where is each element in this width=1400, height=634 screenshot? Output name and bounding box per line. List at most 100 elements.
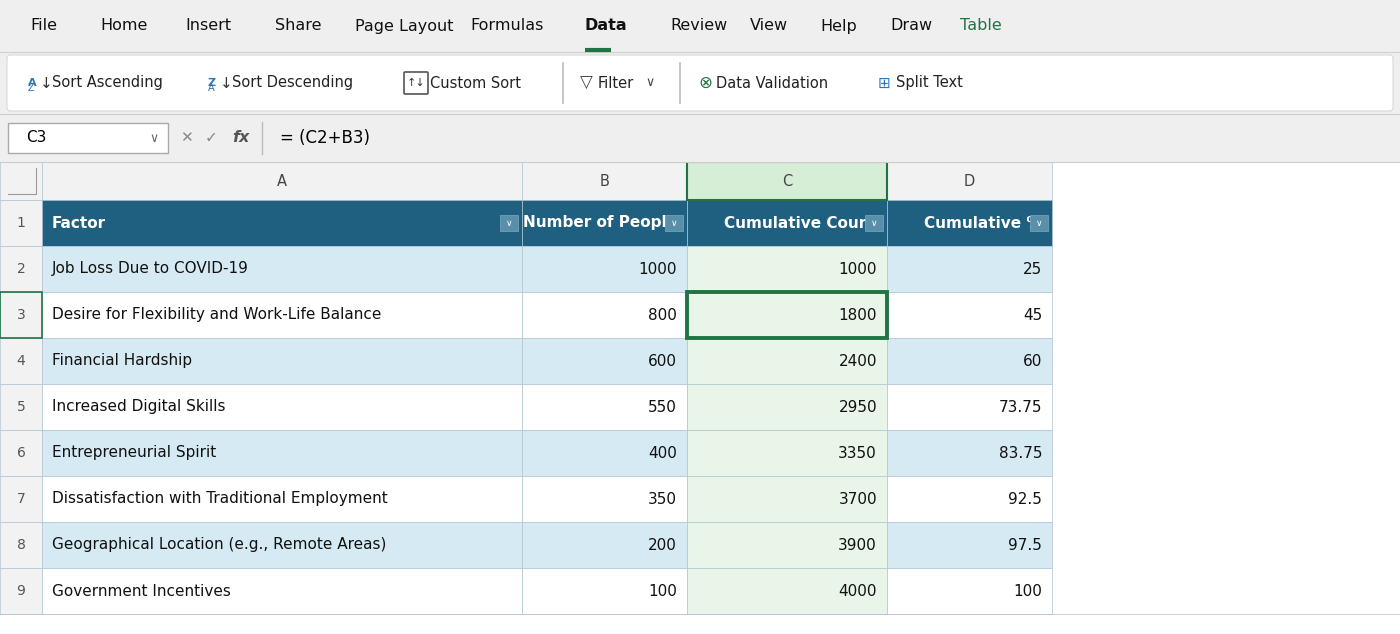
Bar [0,430,42,476]
Bar [42,384,522,430]
Text: 7: 7 [17,492,25,506]
Bar [865,215,883,231]
Text: fx: fx [232,131,249,145]
Text: 350: 350 [648,491,678,507]
Bar [888,476,1051,522]
Text: View: View [750,18,788,34]
Text: ∨: ∨ [1036,219,1043,228]
Text: 800: 800 [648,307,678,323]
Bar [522,476,687,522]
Text: Increased Digital Skills: Increased Digital Skills [52,399,225,415]
Text: 400: 400 [648,446,678,460]
Bar [522,200,687,246]
Bar [522,292,687,338]
Bar [888,292,1051,338]
Text: ∨: ∨ [871,219,878,228]
Text: Home: Home [99,18,147,34]
Bar [0,292,42,338]
Text: 1000: 1000 [839,261,876,276]
Text: 600: 600 [648,354,678,368]
Text: Formulas: Formulas [470,18,543,34]
Text: 3350: 3350 [839,446,876,460]
Text: 83.75: 83.75 [998,446,1042,460]
Bar [0,292,42,338]
Text: 9: 9 [17,584,25,598]
Bar [42,200,522,246]
Bar [687,292,888,338]
Text: Split Text: Split Text [896,75,963,91]
Text: 4: 4 [17,354,25,368]
Text: 97.5: 97.5 [1008,538,1042,552]
Bar [522,568,687,614]
Bar [0,338,42,384]
Text: ∨: ∨ [645,77,654,89]
Text: 6: 6 [17,446,25,460]
Text: 100: 100 [648,583,678,598]
Bar [1030,215,1049,231]
Bar [500,215,518,231]
Text: A: A [28,78,36,88]
Bar [687,338,888,384]
Text: Help: Help [820,18,857,34]
Text: ✕: ✕ [181,131,193,145]
Bar [8,123,168,153]
Text: Z: Z [209,78,216,88]
Bar [888,246,1051,292]
Text: Sort Descending: Sort Descending [232,75,353,91]
Bar [687,476,888,522]
Text: Cumulative Count: Cumulative Count [724,216,876,231]
Text: A: A [209,83,214,93]
Bar [0,162,42,200]
Text: 8: 8 [17,538,25,552]
Bar [687,200,888,246]
Text: Data: Data [585,18,627,34]
Text: 92.5: 92.5 [1008,491,1042,507]
Bar [0,246,42,292]
Text: File: File [29,18,57,34]
Bar [42,568,522,614]
Text: ↓: ↓ [220,75,232,91]
Text: Job Loss Due to COVID-19: Job Loss Due to COVID-19 [52,261,249,276]
Bar [687,162,888,200]
Text: 1800: 1800 [839,307,876,323]
Text: Number of People: Number of People [524,216,678,231]
Text: A: A [277,174,287,188]
Text: Data Validation: Data Validation [715,75,829,91]
Text: 60: 60 [1022,354,1042,368]
Bar [687,246,888,292]
Bar [0,522,42,568]
Text: 100: 100 [1014,583,1042,598]
Text: Custom Sort: Custom Sort [430,75,521,91]
Text: Entrepreneurial Spirit: Entrepreneurial Spirit [52,446,216,460]
Bar [888,522,1051,568]
Bar [0,200,42,246]
Text: 3900: 3900 [839,538,876,552]
Text: Desire for Flexibility and Work-Life Balance: Desire for Flexibility and Work-Life Bal… [52,307,381,323]
Text: Share: Share [274,18,322,34]
Bar [0,162,1400,634]
Text: 3: 3 [17,308,25,322]
Text: ⊞: ⊞ [878,75,890,91]
Text: Dissatisfaction with Traditional Employment: Dissatisfaction with Traditional Employm… [52,491,388,507]
Bar [888,568,1051,614]
Text: = (C2+B3): = (C2+B3) [280,129,370,147]
Text: Page Layout: Page Layout [356,18,454,34]
Text: C3: C3 [27,131,46,145]
Bar [687,384,888,430]
Bar [0,568,42,614]
Text: 2400: 2400 [839,354,876,368]
Text: ▽: ▽ [580,74,592,92]
Bar [522,522,687,568]
Text: D: D [963,174,976,188]
Bar [522,162,687,200]
Text: ✓: ✓ [204,131,218,145]
Bar [687,568,888,614]
Bar [42,338,522,384]
Text: 550: 550 [648,399,678,415]
Text: Cumulative %: Cumulative % [924,216,1042,231]
Text: B: B [599,174,609,188]
Text: Draw: Draw [890,18,932,34]
Text: ⊗: ⊗ [699,74,711,92]
Bar [687,162,888,200]
Text: Sort Ascending: Sort Ascending [52,75,162,91]
